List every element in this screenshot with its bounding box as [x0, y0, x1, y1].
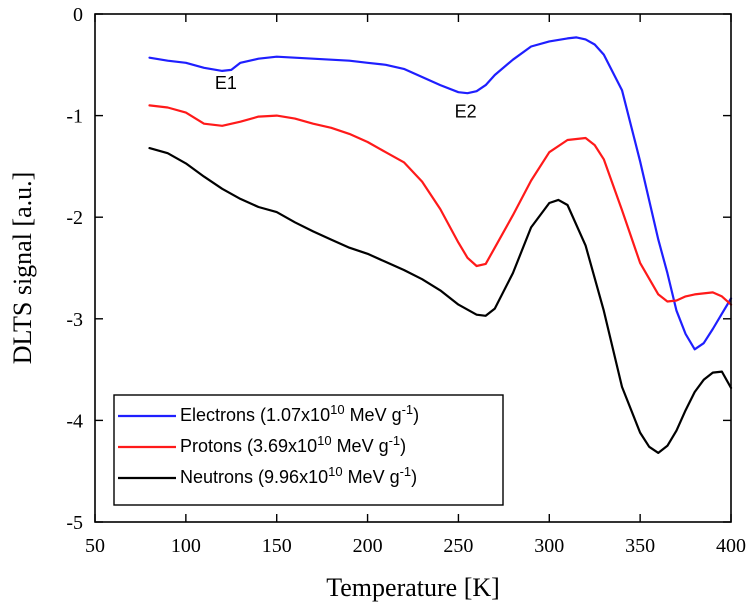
y-tick-label: -1 — [66, 106, 83, 128]
x-tick-label: 300 — [534, 535, 564, 557]
legend-unit-exponent: -1 — [400, 464, 412, 479]
legend-prefix: Protons (3.69x10 — [180, 436, 317, 456]
x-tick-label: 50 — [85, 535, 105, 557]
legend-suffix: ) — [413, 405, 419, 425]
y-tick-label: 0 — [73, 4, 83, 26]
legend-middle: MeV g — [332, 436, 389, 456]
legend-prefix: Electrons (1.07x10 — [180, 405, 330, 425]
legend-unit-exponent: -1 — [389, 433, 401, 448]
protons-series-line — [148, 104, 733, 306]
x-tick-label: 150 — [262, 535, 292, 557]
y-tick-label: -4 — [66, 410, 83, 432]
neutrons-series-line — [148, 147, 733, 454]
x-axis-label: Temperature [K] — [326, 573, 500, 602]
legend-suffix: ) — [400, 436, 406, 456]
x-tick-label: 350 — [625, 535, 655, 557]
legend-box — [113, 394, 504, 506]
x-tick-label: 100 — [171, 535, 201, 557]
annotation-layer: E1 E2 — [215, 73, 477, 121]
y-tick-label: -3 — [66, 309, 83, 331]
x-tick-label: 400 — [716, 535, 746, 557]
legend: Electrons (1.07x1010 MeV g-1)Protons (3.… — [113, 394, 504, 506]
legend-label-protons: Protons (3.69x1010 MeV g-1) — [180, 433, 406, 457]
peak-label-e2: E2 — [455, 102, 477, 122]
legend-prefix: Neutrons (9.96x10 — [180, 467, 328, 487]
x-tick-label: 200 — [353, 535, 383, 557]
legend-middle: MeV g — [345, 405, 402, 425]
peak-label-e1: E1 — [215, 73, 237, 93]
y-axis-label: DLTS signal [a.u.] — [8, 172, 37, 365]
legend-exponent: 10 — [328, 464, 342, 479]
legend-suffix: ) — [411, 467, 417, 487]
x-tick-label: 250 — [443, 535, 473, 557]
legend-middle: MeV g — [343, 467, 400, 487]
legend-label-neutrons: Neutrons (9.96x1010 MeV g-1) — [180, 464, 417, 488]
ticks-layer: 50 100 150 200 250 300 350 400 0 -1 -2 -3 -4 -5 — [66, 4, 746, 557]
electrons-series-line — [148, 36, 733, 351]
y-tick-label: -5 — [66, 512, 83, 534]
legend-exponent: 10 — [317, 433, 331, 448]
legend-exponent: 10 — [330, 402, 344, 417]
plot-frame — [94, 13, 732, 523]
legend-unit-exponent: -1 — [402, 402, 414, 417]
series-layer — [148, 36, 733, 454]
legend-label-electrons: Electrons (1.07x1010 MeV g-1) — [180, 402, 419, 426]
y-tick-label: -2 — [66, 207, 83, 229]
